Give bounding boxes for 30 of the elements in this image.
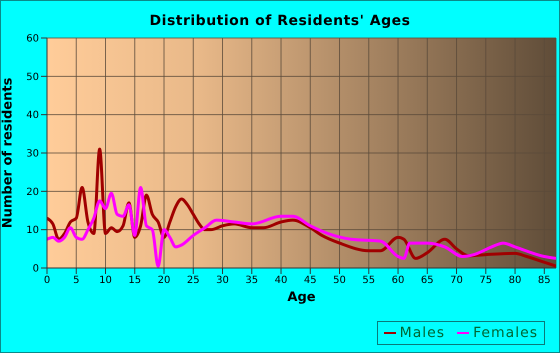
x-tick-label: 15 (128, 275, 142, 286)
y-tick-label: 60 (26, 34, 39, 45)
legend-label: Females (472, 325, 538, 341)
x-tick-label: 85 (538, 275, 551, 286)
x-tick-label: 0 (44, 275, 50, 286)
y-tick-label: 20 (26, 186, 39, 198)
x-tick-label: 20 (158, 275, 170, 286)
y-tick-label: 50 (26, 72, 39, 83)
x-tick-label: 5 (73, 275, 80, 286)
x-tick-label: 80 (508, 275, 522, 286)
x-axis-title: Age (287, 290, 316, 306)
chart-title: Distribution of Residents' Ages (148, 13, 412, 29)
x-tick-label: 45 (304, 275, 317, 286)
x-tick-label: 75 (479, 275, 492, 286)
y-tick-label: 10 (26, 225, 39, 236)
legend-label: Males (398, 325, 446, 341)
y-tick-label: 40 (26, 110, 39, 122)
x-tick-label: 30 (216, 275, 229, 286)
x-tick-label: 40 (274, 275, 288, 286)
y-tick-label: 0 (32, 264, 39, 275)
x-tick-label: 65 (420, 275, 434, 286)
x-tick-label: 60 (392, 275, 404, 286)
x-tick-label: 70 (450, 275, 463, 286)
x-tick-label: 10 (99, 275, 112, 286)
x-tick-label: 50 (333, 275, 346, 286)
x-tick-label: 35 (245, 275, 258, 286)
x-tick-label: 55 (362, 275, 376, 286)
x-tick-label: 25 (186, 275, 200, 286)
y-tick-label: 30 (26, 148, 39, 160)
y-axis-title: Number of residents (0, 77, 16, 228)
